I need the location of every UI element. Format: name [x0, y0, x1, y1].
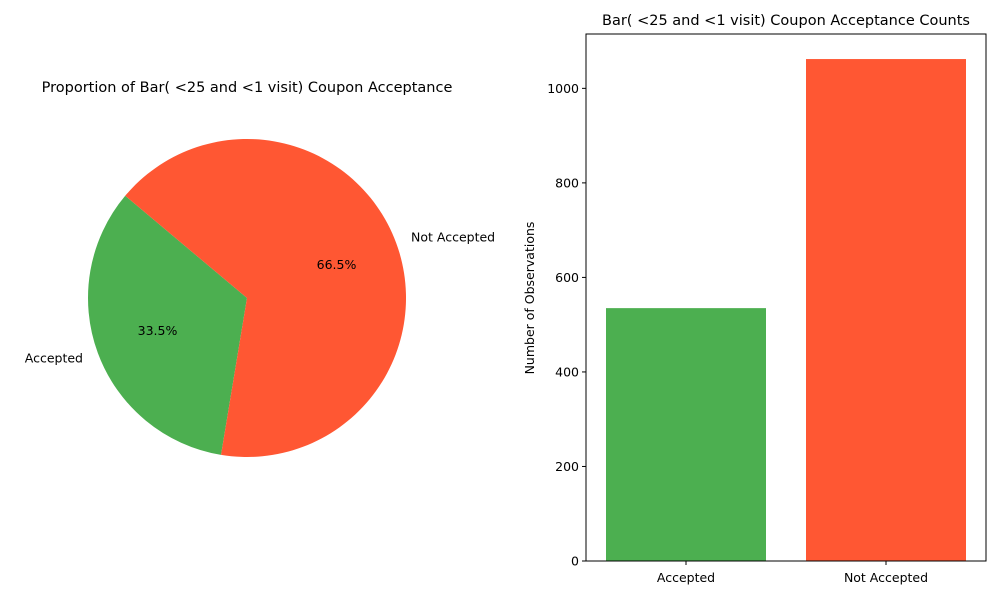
- bar-accepted: [606, 308, 766, 561]
- x-tick-label: Accepted: [657, 570, 715, 585]
- pie-title: Proportion of Bar( <25 and <1 visit) Cou…: [42, 80, 453, 96]
- y-tick-label: 800: [555, 175, 579, 190]
- bar-title: Bar( <25 and <1 visit) Coupon Acceptance…: [602, 13, 970, 29]
- pie-percent-label: 66.5%: [317, 257, 357, 272]
- pie-chart: 33.5% Accepted 66.5% Not Accepted: [25, 138, 495, 457]
- pie-category-label: Accepted: [25, 351, 83, 366]
- bar-axes-frame: [585, 33, 987, 562]
- x-tick-label: Not Accepted: [844, 570, 928, 585]
- bar-y-axis-label: Number of Observations: [522, 222, 537, 375]
- pie-percent-label: 33.5%: [138, 323, 178, 338]
- y-tick-label: 1000: [547, 81, 579, 96]
- pie-category-label: Not Accepted: [411, 229, 495, 244]
- pie-slice-accepted: [88, 195, 247, 455]
- pie-slice-not-accepted: [125, 138, 407, 457]
- bar-not-accepted: [806, 59, 966, 562]
- y-tick-label: 0: [571, 554, 579, 569]
- y-tick-label: 200: [555, 459, 579, 474]
- bar-chart: Accepted Not Accepted 0 200 400 600 800 1000: [547, 33, 987, 585]
- y-tick-label: 600: [555, 270, 579, 285]
- y-tick-label: 400: [555, 364, 579, 379]
